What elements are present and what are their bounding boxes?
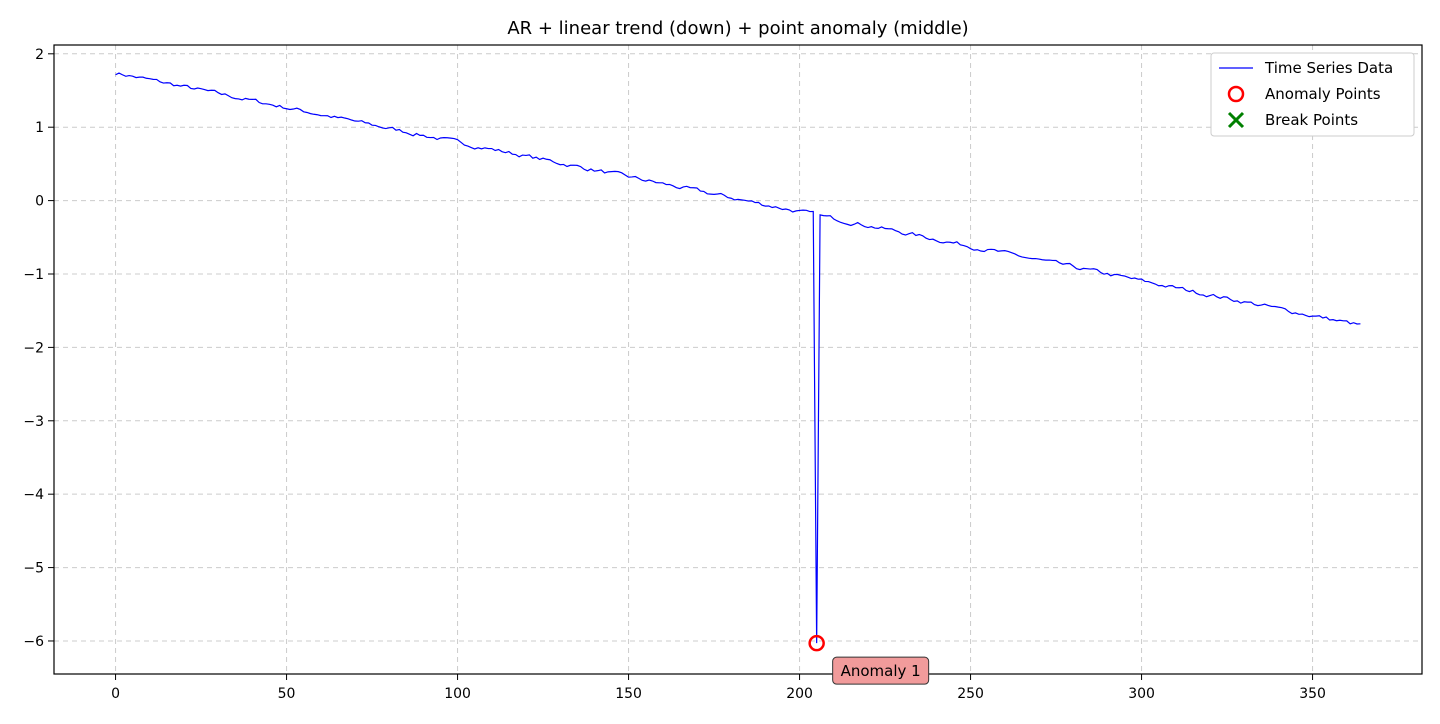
x-tick-label: 250 <box>957 686 984 702</box>
x-axis: 0 50 100 150 200 250 300 350 <box>111 674 1326 702</box>
series-layer <box>115 72 1361 644</box>
y-tick-label: 0 <box>35 194 44 210</box>
y-tick-label: −4 <box>23 487 44 503</box>
y-tick-label: −1 <box>23 267 44 283</box>
grid-lines <box>54 45 1422 674</box>
legend-box <box>1210 52 1415 137</box>
x-tick-label: 0 <box>111 686 120 702</box>
y-tick-label: −6 <box>23 634 44 650</box>
x-tick-label: 350 <box>1299 686 1326 702</box>
anomaly-label-box <box>832 656 930 685</box>
y-tick-label: −2 <box>23 340 44 356</box>
x-tick-label: 300 <box>1128 686 1155 702</box>
y-tick-label: −5 <box>23 561 44 577</box>
y-tick-label: −3 <box>23 414 44 430</box>
anomaly-point-marker <box>808 634 825 652</box>
legend-label: Time Series Data <box>1264 59 1393 77</box>
x-tick-label: 200 <box>786 686 813 702</box>
y-tick-label: 2 <box>35 47 44 63</box>
legend-x-swatch <box>1227 111 1245 129</box>
annotation-layer: Anomaly 1 <box>808 634 930 685</box>
legend-label: Anomaly Points <box>1265 85 1381 103</box>
x-tick-label: 100 <box>444 686 471 702</box>
anomaly-label: Anomaly 1 <box>841 662 921 680</box>
y-tick-label: 1 <box>35 120 44 136</box>
y-axis: 2 1 0 −1 −2 −3 −4 −5 −6 <box>23 47 54 650</box>
legend-circle-swatch <box>1227 85 1245 103</box>
x-tick-label: 150 <box>615 686 642 702</box>
series-line-time-series-data <box>115 72 1361 644</box>
x-tick-label: 50 <box>278 686 296 702</box>
legend: Time Series Data Anomaly Points Break Poin… <box>1210 52 1415 137</box>
chart-title: AR + linear trend (down) + point anomaly… <box>507 18 968 39</box>
plot-frame <box>53 44 1423 675</box>
legend-label: Break Points <box>1265 111 1358 129</box>
